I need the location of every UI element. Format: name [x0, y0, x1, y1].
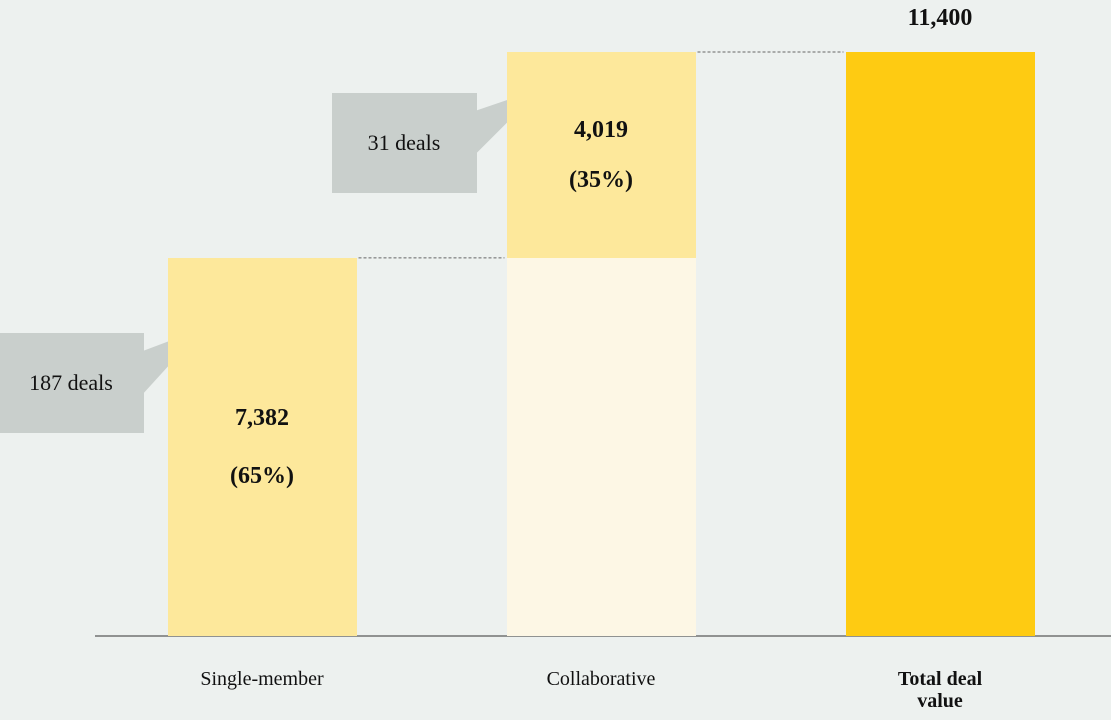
share-label: (35%)	[569, 166, 633, 193]
base-filler	[506, 257, 696, 636]
value-label: 4,019	[574, 117, 628, 144]
bar	[167, 257, 357, 636]
category-label: Collaborative	[546, 668, 656, 690]
bar	[506, 52, 696, 258]
share-label: (65%)	[230, 462, 294, 489]
bar	[845, 52, 1035, 636]
category-label: Total deal value	[897, 668, 983, 712]
value-label: 7,382	[235, 404, 289, 431]
category-label: Single-member	[200, 668, 324, 690]
value-label: 11,400	[907, 5, 973, 32]
deal-callout: 187 deals	[0, 333, 144, 434]
deal-callout: 31 deals	[331, 93, 477, 194]
